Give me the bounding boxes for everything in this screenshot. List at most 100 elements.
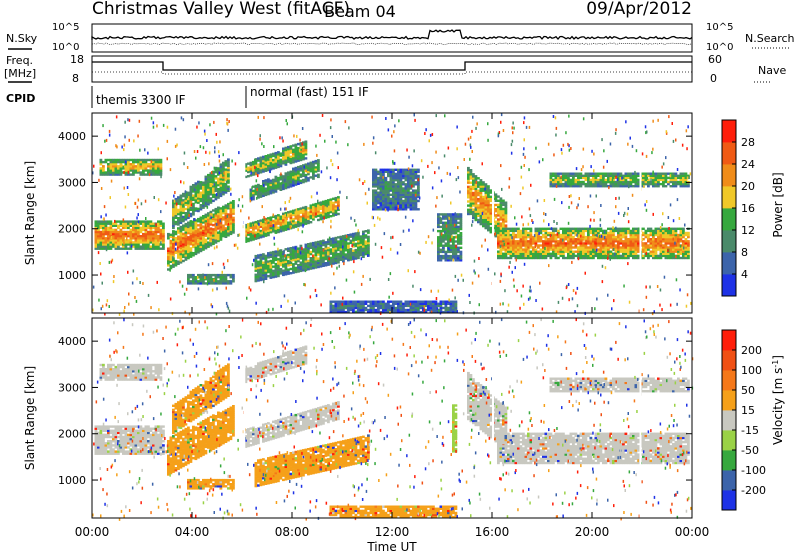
heat-cell [267, 217, 270, 220]
heat-cell [209, 197, 213, 200]
heat-cell [332, 262, 335, 265]
heat-cell [217, 210, 220, 214]
heat-cell [562, 178, 565, 182]
heat-cell [569, 252, 573, 255]
heat-cell [274, 273, 278, 276]
heat-cell [332, 243, 335, 246]
heat-cell [287, 177, 290, 181]
heat-cell [394, 208, 398, 211]
heat-cell [414, 195, 418, 198]
heat-cell [162, 245, 165, 248]
heat-cell [484, 199, 488, 203]
heat-cell [452, 215, 455, 218]
heat-cell [254, 193, 258, 196]
heat-cell [567, 248, 570, 251]
heat-cell [499, 248, 503, 251]
heat-cell [277, 176, 280, 180]
heat-cell [319, 205, 323, 208]
heat-cell [569, 172, 573, 175]
heat-cell [602, 185, 605, 188]
heat-cell [209, 280, 213, 283]
heat-cell [202, 217, 205, 220]
heat-cell [369, 308, 373, 312]
heat-cell [329, 208, 333, 212]
heat-cell [182, 247, 185, 250]
heat-cell [279, 223, 283, 227]
heat-cell [604, 252, 608, 255]
heat-cell [357, 256, 360, 260]
heat-cell [284, 248, 288, 251]
heat-cell [269, 226, 273, 230]
heat-cell [674, 250, 678, 253]
heat-cell [469, 204, 473, 207]
heat-cell [579, 252, 583, 255]
heat-cell [594, 231, 598, 235]
heat-cell [309, 221, 313, 224]
heat-cell [112, 237, 115, 240]
heat-cell [634, 174, 638, 177]
heat-cell [269, 155, 273, 158]
heat-cell [657, 231, 660, 235]
heat-cell [629, 174, 633, 177]
heat-cell [597, 172, 600, 175]
heat-cell [259, 262, 263, 265]
heat-cell [599, 185, 603, 188]
heat-cell [157, 241, 160, 244]
heat-cell [334, 302, 338, 305]
heat-cell [259, 169, 263, 172]
heat-cell [259, 191, 263, 194]
heat-cell [442, 254, 445, 258]
heat-cell [482, 206, 485, 209]
heat-cell [397, 197, 400, 201]
heat-cell [339, 300, 343, 303]
heat-cell [172, 244, 175, 247]
heat-cell [272, 167, 275, 170]
heat-cell [609, 227, 613, 230]
heat-cell [142, 237, 145, 240]
heat-cell [194, 194, 198, 198]
heat-cell [184, 227, 188, 230]
heat-cell [372, 199, 375, 203]
heat-cell [117, 169, 120, 172]
heat-cell [574, 172, 578, 175]
heat-cell [287, 160, 290, 163]
heat-cell [672, 244, 675, 247]
heat-cell [182, 203, 185, 206]
heat-cell [214, 168, 218, 172]
heat-cell [529, 244, 533, 247]
heat-cell [179, 250, 183, 254]
heat-cell [659, 182, 663, 186]
heat-cell [199, 231, 203, 234]
heat-cell [399, 204, 403, 207]
heat-cell [684, 172, 688, 175]
heat-cell [659, 240, 663, 243]
heat-cell [374, 304, 378, 308]
heat-cell [664, 174, 668, 177]
heat-cell [627, 231, 630, 235]
heat-cell [279, 261, 283, 265]
heat-cell [447, 254, 450, 258]
heat-cell [182, 224, 185, 227]
heat-cell [249, 163, 253, 167]
heat-cell [102, 169, 105, 172]
heat-cell [317, 159, 320, 162]
heat-cell [509, 248, 513, 251]
heat-cell [404, 170, 408, 173]
heat-cell [374, 174, 378, 178]
heat-cell [154, 171, 158, 174]
heat-cell [307, 265, 310, 269]
heat-cell [227, 160, 230, 163]
heat-cell [202, 183, 205, 186]
heat-cell [529, 229, 533, 233]
heat-cell [682, 185, 685, 188]
heat-cell [119, 158, 123, 162]
heat-cell [564, 231, 568, 235]
heat-cell [194, 236, 198, 239]
heat-cell [494, 208, 498, 211]
heat-cell [459, 240, 463, 243]
heat-cell [442, 215, 445, 218]
heat-cell [579, 172, 583, 175]
heat-cell [412, 179, 415, 182]
heat-cell [687, 240, 690, 243]
heat-cell [102, 230, 105, 234]
